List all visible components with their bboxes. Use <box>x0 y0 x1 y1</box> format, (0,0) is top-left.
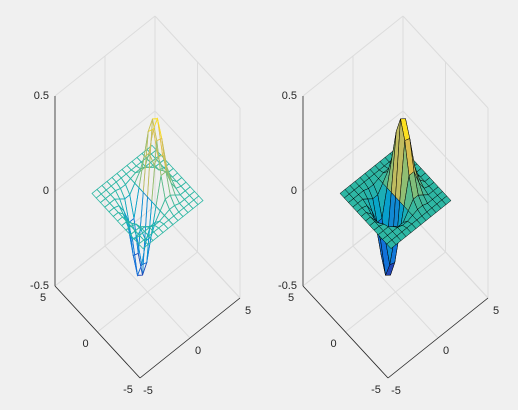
mesh-cell <box>179 190 191 200</box>
grid-line <box>54 110 156 192</box>
x-tick-label: 0 <box>195 345 201 357</box>
z-tick-label: 0.5 <box>282 90 297 102</box>
mesh-cell <box>176 177 187 187</box>
mesh-cell <box>121 164 132 175</box>
grid-line <box>154 205 241 299</box>
x-tick-label: 5 <box>493 305 499 317</box>
mesh-cell <box>106 176 117 187</box>
y-axis <box>54 285 141 379</box>
grid-line <box>154 15 241 109</box>
mesh-cell <box>91 188 102 199</box>
mesh-cell <box>170 182 181 196</box>
z-tick-label: 0 <box>43 185 49 197</box>
mesh-cell <box>173 211 184 222</box>
surface-patch <box>386 239 397 249</box>
mesh-cell <box>138 239 149 250</box>
y-tick-label: 5 <box>40 292 46 304</box>
mesh-cell <box>104 194 116 204</box>
mesh-cell <box>126 160 137 171</box>
y-tick-label: -5 <box>123 384 133 396</box>
mesh-cell <box>183 194 195 205</box>
mesh-cell <box>116 168 127 179</box>
mesh-cell <box>193 195 204 206</box>
mesh-cell <box>183 203 194 214</box>
grid-line <box>402 110 489 204</box>
z-tick-label: 0 <box>291 185 297 197</box>
mesh-cell <box>115 177 127 190</box>
x-tick-label: -5 <box>391 385 401 397</box>
mesh-cell <box>168 204 180 217</box>
mesh-cell <box>180 181 191 192</box>
x-axis <box>387 297 489 379</box>
mesh-cell <box>158 223 169 234</box>
z-tick-label: -0.5 <box>30 280 49 292</box>
mesh-cell <box>105 185 117 196</box>
x-axis <box>139 297 241 379</box>
mesh-cell <box>167 167 179 178</box>
mesh-cell <box>178 198 190 209</box>
mesh-cell <box>153 227 164 238</box>
mesh-cell <box>168 215 179 226</box>
mesh-cell <box>184 186 196 196</box>
mesh-cell <box>136 152 147 163</box>
x-tick-label: 0 <box>443 345 449 357</box>
mesh-cell <box>131 156 142 167</box>
grid-line <box>302 110 404 192</box>
y-tick-label: 5 <box>288 292 294 304</box>
y-tick-label: -5 <box>371 384 381 396</box>
mesh-cell <box>116 216 128 227</box>
y-tick-label: 0 <box>82 338 88 350</box>
grid-line <box>54 15 156 97</box>
mesh-cell <box>101 180 112 191</box>
mesh-cell <box>109 189 121 200</box>
mesh-cell <box>148 231 159 242</box>
grid-line <box>97 251 198 333</box>
mesh-cell <box>111 172 122 183</box>
grid-line <box>154 110 241 204</box>
grid-line <box>302 15 404 97</box>
x-tick-label: -5 <box>143 385 153 397</box>
y-axis <box>302 285 389 379</box>
z-tick-label: -0.5 <box>278 280 297 292</box>
mesh-cell <box>178 207 189 218</box>
mesh-cell <box>108 207 119 217</box>
grid-line <box>345 251 446 333</box>
mesh-cell <box>100 189 112 200</box>
mesh-cell <box>188 199 199 210</box>
y-tick-label: 0 <box>330 338 336 350</box>
mesh-cell <box>120 173 132 186</box>
mesh-cell <box>155 175 166 212</box>
z-tick-label: 0.5 <box>34 90 49 102</box>
mesh-cell <box>174 194 186 205</box>
grid-line <box>402 15 489 109</box>
mesh-cell <box>104 202 115 213</box>
mesh-cell <box>95 193 107 204</box>
grid-line <box>54 205 156 287</box>
x-tick-label: 5 <box>245 305 251 317</box>
